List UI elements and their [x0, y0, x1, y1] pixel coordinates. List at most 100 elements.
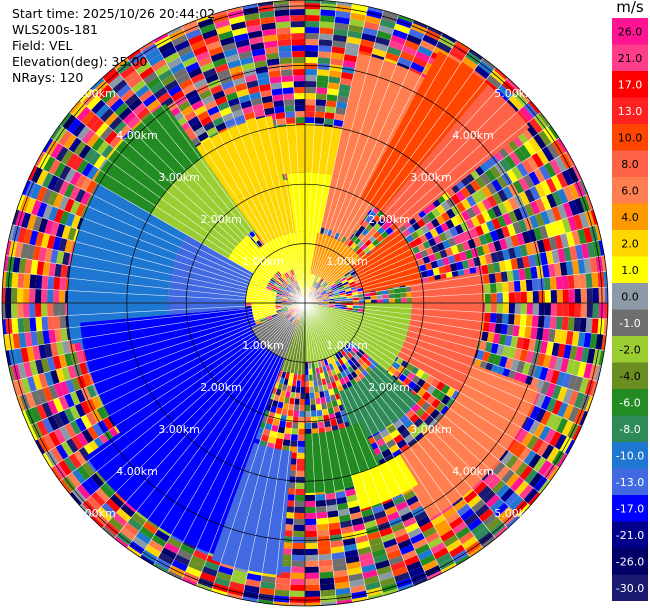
range-gate: [289, 602, 305, 607]
range-gate: [320, 291, 327, 295]
range-gate: [512, 180, 525, 194]
range-gate: [262, 428, 271, 437]
range-gate: [354, 344, 361, 352]
range-gate: [274, 589, 290, 597]
range-gate: [357, 233, 366, 241]
range-gate: [352, 523, 366, 532]
range-gate: [583, 226, 593, 244]
range-gate: [491, 178, 503, 192]
range-gate: [502, 292, 509, 303]
range-gate: [17, 287, 24, 303]
range-gate: [331, 285, 338, 290]
range-gate: [374, 36, 391, 47]
range-gate: [363, 246, 371, 254]
range-gate: [422, 526, 437, 539]
range-gate: [383, 433, 394, 444]
range-gate: [11, 272, 19, 288]
range-gate: [461, 259, 470, 270]
range-gate: [561, 275, 569, 290]
range-gate: [583, 257, 592, 274]
range-gate: [305, 584, 321, 591]
range-gate: [428, 237, 437, 247]
range-gate: [415, 407, 426, 418]
range-gate: [450, 216, 460, 227]
range-gate: [328, 70, 342, 78]
range-gate: [358, 296, 365, 301]
range-gate: [489, 165, 502, 179]
range-gate: [440, 405, 451, 417]
range-gate: [495, 282, 503, 293]
range-gate: [370, 295, 377, 300]
range-gate: [388, 555, 404, 566]
range-gate: [467, 258, 476, 269]
range-gate: [317, 541, 331, 549]
range-gate: [305, 62, 318, 70]
range-gate: [305, 524, 317, 532]
range-gate: [538, 290, 546, 303]
range-gate: [326, 357, 332, 365]
range-gate: [350, 286, 358, 291]
range-gate: [289, 590, 305, 597]
range-gate: [510, 234, 520, 248]
range-gate: [419, 234, 428, 244]
range-gate: [502, 303, 509, 314]
range-gate: [585, 272, 593, 289]
range-gate: [533, 133, 547, 150]
range-gate: [384, 505, 398, 516]
range-gate: [417, 45, 433, 58]
range-gate: [382, 588, 399, 596]
range-gate: [331, 400, 339, 408]
range-gate: [419, 411, 430, 422]
range-gate: [551, 249, 560, 264]
range-gate: [568, 406, 580, 423]
range-gate: [440, 200, 451, 212]
range-gate: [410, 427, 422, 439]
range-gate: [420, 372, 430, 382]
range-gate: [455, 554, 470, 566]
range-gate: [432, 267, 440, 276]
range-gate: [485, 220, 496, 232]
range-gate: [316, 69, 330, 77]
range-gate: [343, 283, 350, 288]
range-gate: [393, 419, 404, 430]
range-gate: [536, 441, 550, 457]
range-gate: [496, 344, 505, 356]
range-gate: [335, 10, 351, 19]
range-gate: [553, 329, 562, 344]
range-gate: [425, 221, 435, 231]
range-gate: [352, 305, 359, 309]
range-gate: [536, 239, 546, 254]
range-gate: [518, 144, 532, 160]
range-gate: [406, 291, 413, 298]
range-gate: [328, 295, 335, 298]
range-gate: [513, 347, 523, 361]
range-gate: [490, 303, 497, 313]
range-gate: [347, 359, 355, 367]
range-gate: [409, 532, 425, 545]
range-gate: [399, 544, 415, 556]
range-gate: [322, 282, 329, 288]
range-gate: [465, 183, 477, 196]
range-gate: [287, 409, 294, 417]
range-gate: [521, 159, 534, 174]
range-gate: [543, 277, 551, 291]
range-gate: [339, 77, 353, 86]
range-gate: [458, 232, 468, 243]
range-gate: [373, 432, 383, 442]
range-gate: [478, 254, 487, 266]
range-gate: [412, 20, 429, 29]
range-gate: [325, 100, 337, 108]
range-gate: [556, 219, 566, 235]
range-gate: [41, 275, 49, 290]
range-gate: [526, 291, 534, 303]
range-gate: [573, 392, 585, 409]
range-gate: [478, 508, 494, 523]
range-gate: [312, 288, 317, 294]
range-gate: [269, 430, 278, 438]
range-gate: [430, 542, 446, 555]
range-gate: [598, 240, 605, 257]
range-gate: [293, 404, 300, 411]
range-gate: [506, 324, 514, 336]
range-gate: [495, 313, 503, 324]
range-gate: [488, 322, 496, 333]
